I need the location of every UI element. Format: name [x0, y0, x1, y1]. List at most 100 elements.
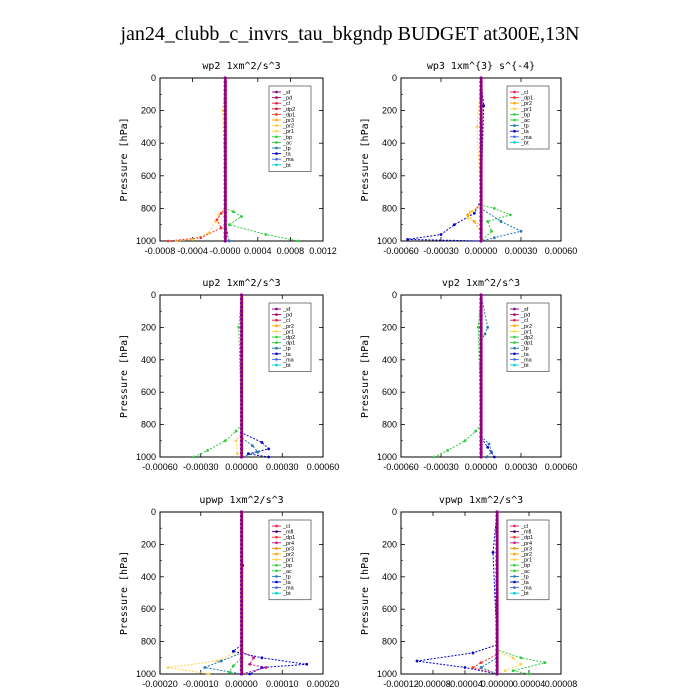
- legend-marker: [275, 318, 278, 322]
- legend-marker: [513, 124, 516, 127]
- series-point-center: [223, 223, 227, 227]
- series-point-center: [495, 599, 499, 603]
- series-point-center: [223, 76, 227, 80]
- series-point-center: [479, 313, 483, 317]
- series-point-center: [479, 235, 483, 239]
- series-line_bp: [480, 78, 512, 242]
- x-tick-label: 0.00030: [266, 462, 299, 472]
- series-line_bp: [496, 512, 546, 675]
- series-point_dp1: [237, 326, 241, 329]
- legend-entry: _dp2: [282, 335, 295, 341]
- series-point-center: [479, 321, 483, 325]
- legend-entry: _bp: [520, 563, 530, 569]
- series-point-center: [239, 567, 244, 571]
- series-point_tp: [479, 666, 483, 669]
- series-point-center: [479, 297, 483, 301]
- legend-entry: _dp1: [282, 535, 295, 541]
- series-point_ta: [452, 223, 456, 227]
- panel-title: vpwp 1xm^2/s^3: [439, 495, 523, 506]
- legend-entry: _bt: [520, 363, 529, 369]
- series-point-center: [223, 161, 227, 166]
- legend-entry: _pr1: [520, 558, 532, 564]
- series-point-center: [495, 567, 499, 571]
- legend-entry: _pr4: [282, 541, 294, 547]
- series-point_ta: [472, 211, 476, 215]
- series-point-center: [479, 427, 483, 431]
- series-point-center: [479, 190, 483, 194]
- x-tick-label: -0.00004: [447, 679, 483, 689]
- series-point-center: [239, 546, 244, 551]
- series-point-center: [479, 88, 483, 92]
- series-point-center: [239, 325, 244, 329]
- panel-title: vp2 1xm^2/s^3: [442, 278, 520, 289]
- legend-entry: _pr1: [282, 558, 294, 564]
- series-point-center: [495, 550, 499, 555]
- legend-entry: _sf: [282, 307, 291, 313]
- series-point_ta: [267, 455, 271, 459]
- series-point-center: [223, 239, 227, 243]
- legend-marker: [275, 575, 278, 578]
- series-line_bp: [228, 512, 242, 673]
- y-tick-label: 1000: [377, 236, 397, 246]
- panel-title: up2 1xm^2/s^3: [202, 278, 280, 289]
- series-point-center: [479, 80, 483, 84]
- y-tick-label: 0: [151, 290, 156, 300]
- series-point_tp: [499, 220, 503, 223]
- series-point-center: [479, 125, 483, 129]
- series-point-center: [239, 370, 244, 374]
- series-point-center: [239, 623, 244, 628]
- legend-marker: [275, 524, 278, 528]
- series-point-center: [239, 313, 244, 317]
- legend-entry: _tp: [520, 346, 529, 352]
- series-line_pr4: [241, 512, 267, 675]
- series-point_ta: [305, 662, 309, 666]
- legend-marker: [275, 118, 278, 122]
- series-point-center: [479, 414, 483, 419]
- legend-marker: [513, 318, 516, 322]
- series-point-center: [239, 660, 244, 664]
- series-point-center: [495, 664, 499, 668]
- series-point_pr1: [519, 662, 523, 666]
- series-point_tp: [490, 450, 494, 454]
- legend-marker: [275, 558, 278, 561]
- series-point-center: [239, 423, 244, 427]
- legend-entry: _ac: [282, 140, 292, 146]
- series-point-center: [479, 145, 483, 149]
- panel-title: wp3 1xm^{3} s^{-4}: [427, 61, 535, 72]
- legend-entry: _pr2: [520, 324, 532, 330]
- series-point_tp: [519, 229, 523, 233]
- series-point-center: [239, 346, 244, 350]
- series-point_bp: [297, 239, 300, 243]
- series-point_ta: [260, 656, 264, 660]
- series-point_bp: [527, 672, 531, 676]
- panel-5: vpwp 1xm^2/s^302004006008001000-0.00012-…: [360, 495, 577, 689]
- series-point-center: [479, 350, 483, 354]
- legend-entry: _bt: [520, 591, 529, 597]
- legend-marker: [513, 346, 516, 350]
- y-tick-label: 200: [141, 539, 156, 549]
- legend-marker: [275, 313, 278, 316]
- panel-title: wp2 1xm^2/s^3: [202, 61, 280, 72]
- series-point-center: [479, 406, 483, 410]
- series-point_dp1: [215, 218, 219, 222]
- x-tick-label: -0.00010: [183, 679, 219, 689]
- legend-entry: _pr4: [520, 541, 532, 547]
- series-line_ta: [480, 295, 495, 458]
- series-point-center: [239, 640, 244, 644]
- legend-entry: _pr3: [520, 546, 532, 552]
- y-tick-label: 800: [382, 637, 397, 647]
- series-line_tp: [480, 294, 493, 458]
- legend-marker: [275, 535, 278, 539]
- legend-marker: [275, 569, 278, 573]
- series-point-center: [495, 522, 499, 526]
- series-point-center: [239, 305, 244, 309]
- series-point-center: [239, 342, 244, 346]
- x-tick-label: 0.00000: [225, 679, 258, 689]
- series-point-center: [223, 202, 227, 206]
- series-point-center: [479, 337, 483, 342]
- series-point_bp: [240, 215, 243, 218]
- series-point_dp1: [432, 455, 436, 459]
- series-point-center: [223, 178, 227, 182]
- legend: _sf_pd_cl_dp2_dp1_pr3_pr2_pr1_bp_ac_tp_t…: [268, 85, 312, 172]
